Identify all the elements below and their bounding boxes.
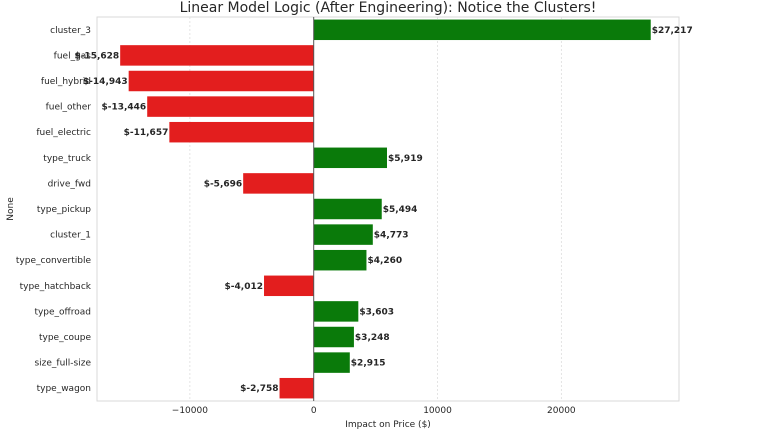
- bar-fuel_other: [147, 96, 314, 117]
- y-tick-label: fuel_gas: [54, 51, 92, 61]
- value-label: $27,217: [652, 26, 693, 36]
- value-label: $5,919: [388, 154, 423, 164]
- x-tick-label: −10000: [172, 406, 208, 416]
- value-label: $5,494: [383, 205, 418, 215]
- y-tick-label: size_full-size: [34, 359, 91, 369]
- x-tick-labels: −10000 0 10000 20000: [172, 406, 576, 416]
- y-tick-label: drive_fwd: [48, 179, 91, 189]
- bar-fuel_electric: [169, 121, 314, 143]
- x-tick-label: 0: [311, 406, 317, 416]
- value-label: $-13,446: [101, 103, 146, 113]
- x-axis-label: Impact on Price ($): [345, 420, 431, 430]
- value-label: $-4,012: [225, 282, 263, 292]
- bar-type_offroad: [313, 301, 359, 322]
- y-tick-label: cluster_3: [50, 26, 91, 36]
- y-tick-label: type_coupe: [39, 333, 91, 343]
- bar-fuel_hybrid: [128, 70, 314, 92]
- value-label: $-14,943: [83, 77, 128, 87]
- value-labels: $27,217 $-15,628 $-14,943 $-13,446 $-11,657 $…: [74, 26, 692, 394]
- y-tick-label: type_hatchback: [20, 282, 92, 292]
- x-tick-label: 20000: [547, 406, 576, 416]
- bar-fuel_gas: [120, 45, 314, 66]
- y-tick-label: type_truck: [43, 154, 91, 164]
- value-label: $-2,758: [240, 384, 278, 394]
- y-tick-labels: cluster_3 fuel_gas fuel_hybrid fuel_otherfu…: [16, 26, 92, 394]
- bar-type_truck: [313, 147, 387, 169]
- y-tick-label: type_offroad: [34, 307, 91, 317]
- bar-type_hatchback: [264, 275, 314, 297]
- chart-title: Linear Model Logic (After Engineering): …: [180, 0, 597, 16]
- y-tick-label: cluster_1: [50, 231, 91, 241]
- value-label: $4,773: [374, 231, 409, 241]
- y-tick-label: fuel_hybrid: [41, 77, 91, 87]
- bar-type_pickup: [313, 198, 382, 220]
- y-axis-label: None: [6, 197, 16, 221]
- y-tick-label: type_pickup: [37, 205, 91, 215]
- bar-type_coupe: [313, 326, 354, 348]
- value-label: $4,260: [367, 256, 402, 266]
- value-label: $3,603: [359, 307, 394, 317]
- bar-size_full-size: [313, 352, 350, 373]
- bar-type_wagon: [279, 377, 314, 399]
- value-label: $-5,696: [204, 179, 242, 189]
- y-tick-label: type_wagon: [37, 384, 91, 394]
- value-label: $-11,657: [124, 128, 169, 138]
- bar-cluster_1: [313, 224, 373, 245]
- value-label: $-15,628: [74, 51, 119, 61]
- y-tick-label: fuel_other: [46, 103, 92, 113]
- y-tick-label: fuel_electric: [36, 128, 91, 138]
- bars: [120, 19, 651, 399]
- value-label: $2,915: [351, 359, 386, 369]
- plot-area: [96, 16, 680, 402]
- bar-cluster_3: [313, 19, 651, 41]
- x-tick-label: 10000: [423, 406, 452, 416]
- bar-type_convertible: [313, 249, 367, 271]
- value-label: $3,248: [355, 333, 390, 343]
- y-tick-label: type_convertible: [16, 256, 92, 266]
- bar-drive_fwd: [243, 173, 314, 194]
